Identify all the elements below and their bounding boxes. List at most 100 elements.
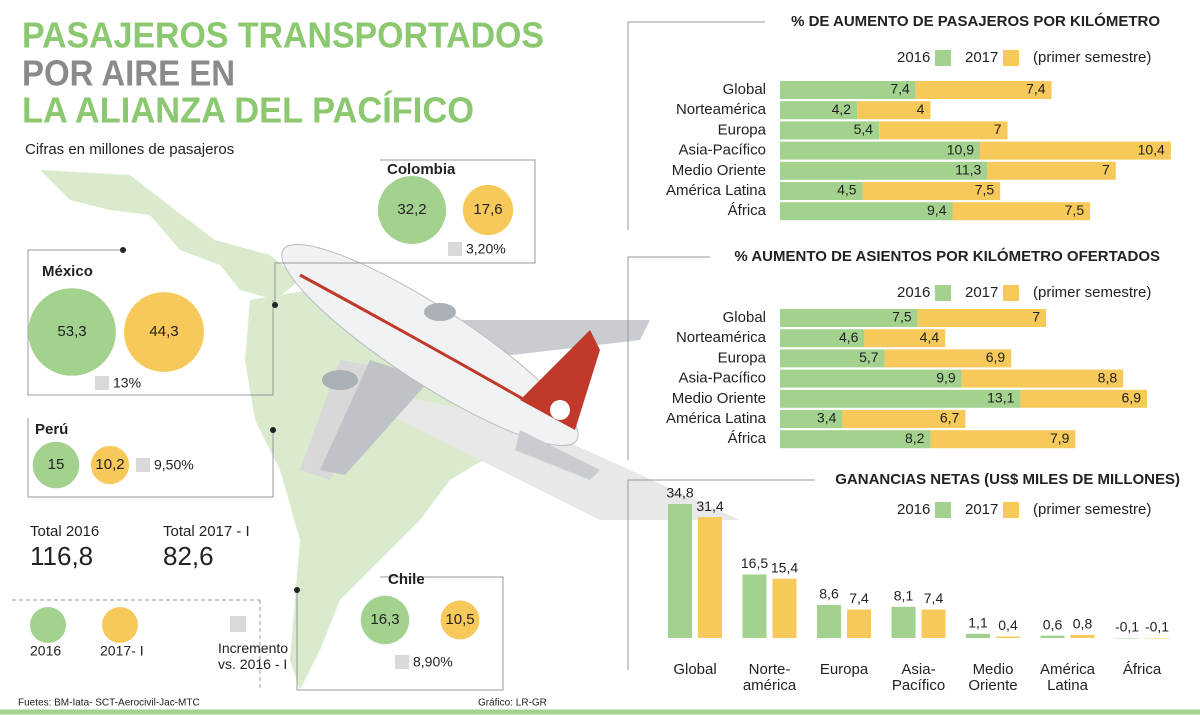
increment-square (95, 376, 109, 390)
value-label: 0,6 (1043, 616, 1063, 632)
bar-segment (780, 389, 1021, 408)
category-label: Europa (718, 121, 767, 138)
value-label: 6,9 (1122, 390, 1142, 406)
increment-label: 13% (113, 375, 141, 391)
subtitle: Cifras en millones de pasajeros (25, 141, 234, 158)
bar-segment (780, 161, 988, 180)
value-label: 7,4 (924, 590, 944, 606)
value-label: 4,4 (920, 329, 940, 345)
value-label: -0,1 (1145, 619, 1169, 635)
category-label: Europa (819, 661, 869, 678)
bar-segment (930, 430, 1076, 449)
bar-segment (915, 81, 1052, 99)
value-label: 7 (1102, 162, 1110, 178)
country-label: México (42, 263, 93, 280)
category-label: Medio Oriente (672, 162, 766, 179)
category-label: Norteamérica (676, 329, 767, 346)
bar-segment (1020, 389, 1147, 408)
increment-square (395, 655, 409, 669)
bar (1115, 638, 1139, 639)
chart-title: % AUMENTO DE ASIENTOS POR KILÓMETRO OFER… (734, 247, 1160, 265)
value-label: 7,9 (1050, 430, 1070, 446)
bar-segment (961, 369, 1124, 388)
category-label: Global (673, 661, 717, 678)
bubble (377, 175, 447, 245)
bar-segment (780, 141, 981, 160)
chart-title: % DE AUMENTO DE PASAJEROS POR KILÓMETRO (791, 12, 1160, 30)
value-label: 9,9 (936, 369, 956, 385)
bubble-label: 32,2 (397, 201, 426, 218)
bar-segment (864, 329, 946, 348)
value-label: 4 (917, 101, 925, 117)
bubble (32, 441, 80, 489)
bar (1040, 635, 1065, 638)
bubble (462, 184, 514, 236)
category-label: Global (723, 309, 766, 326)
bubble-label: 17,6 (473, 201, 502, 218)
country-label: Perú (35, 421, 68, 438)
bar (847, 609, 871, 638)
bar-segment (780, 81, 916, 99)
bar-segment (780, 410, 843, 428)
value-label: 4,6 (839, 329, 859, 345)
sources: Fuetes: BM-Iata- SCT-Aerocivil-Jac-MTC (18, 698, 200, 709)
value-label: 0,4 (998, 617, 1018, 633)
bar-segment (980, 141, 1171, 160)
bubble-label: 10,2 (95, 456, 124, 473)
bar-segment (879, 121, 1008, 140)
legend-swatch (1003, 50, 1019, 66)
bubble (28, 288, 116, 376)
category-label: Norteamérica (676, 101, 767, 118)
value-label: 7,5 (1065, 202, 1085, 218)
bar (817, 604, 841, 638)
legend-note: (primer semestre) (1033, 501, 1151, 518)
bubble (360, 595, 410, 645)
increment-label: 8,90% (413, 654, 453, 670)
category-label: Asia-Pacífico (678, 370, 766, 387)
value-label: 7,4 (1026, 81, 1046, 97)
value-label: 34,8 (666, 485, 693, 501)
bubble-label: 15 (48, 456, 65, 473)
bar (772, 578, 797, 638)
value-label: 1,1 (968, 614, 988, 630)
bubble-label: 16,3 (370, 611, 399, 628)
value-label: 4,5 (837, 182, 857, 198)
legend-note: (primer semestre) (1033, 49, 1151, 66)
value-label: 3,4 (817, 410, 837, 426)
bar-segment (780, 121, 880, 140)
bar (1145, 638, 1169, 639)
value-label: 13,1 (987, 390, 1014, 406)
title-line: PASAJEROS TRANSPORTADOS (22, 15, 544, 56)
legend-label: 2017- I (100, 643, 144, 659)
legend-label: 2017 (965, 284, 998, 301)
increment-square (136, 458, 150, 472)
value-label: -0,1 (1115, 619, 1139, 635)
bubble (124, 292, 204, 372)
bubble-label: 10,5 (445, 611, 474, 628)
bar-segment (862, 182, 1001, 200)
increment-square (448, 242, 462, 256)
category-label: África (1122, 661, 1162, 678)
airplane (281, 244, 740, 520)
value-label: 5,7 (859, 349, 879, 365)
value-label: 7,4 (849, 590, 869, 606)
value-label: 8,1 (894, 588, 914, 604)
legend-swatch (935, 502, 951, 518)
total-value: 82,6 (163, 541, 214, 571)
legend-swatch (1003, 502, 1019, 518)
value-label: 7 (1032, 309, 1040, 325)
legend-label: Incremento vs. 2016 - I (218, 640, 289, 672)
bar-segment (857, 101, 931, 120)
category-label: Global (723, 81, 766, 98)
value-label: 10,4 (1138, 141, 1165, 157)
legend-swatch (935, 50, 951, 66)
value-label: 8,2 (905, 430, 925, 446)
bar-segment (952, 202, 1091, 221)
value-label: 7,5 (892, 309, 912, 325)
frames (0, 21, 1200, 715)
increment-label: 9,50% (154, 457, 194, 473)
legend-swatch (935, 285, 951, 301)
category-label: América Latina (666, 410, 767, 427)
